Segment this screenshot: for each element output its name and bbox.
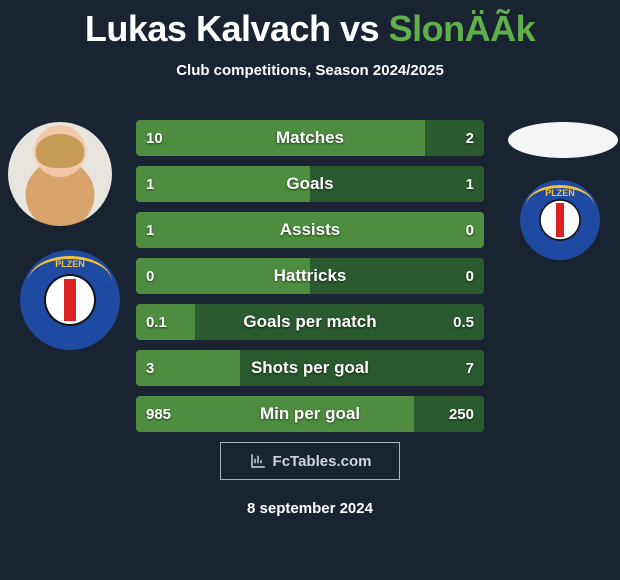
stat-label: Goals <box>136 166 484 202</box>
stat-row: 102Matches <box>136 120 484 156</box>
stats-comparison-bars: 102Matches 11Goals 10Assists 00Hattricks 0.1… <box>136 120 484 442</box>
subtitle: Club competitions, Season 2024/2025 <box>0 62 620 79</box>
stat-label: Goals per match <box>136 304 484 340</box>
player1-club-logo: PLZEN <box>20 250 120 350</box>
player2-club-logo: PLZEN <box>520 180 600 260</box>
stat-label: Assists <box>136 212 484 248</box>
stat-row: 10Assists <box>136 212 484 248</box>
player1-avatar <box>8 122 112 226</box>
viktoria-plzen-logo-icon: PLZEN <box>20 250 120 350</box>
vs-text: vs <box>331 8 389 49</box>
brand-text: FcTables.com <box>273 453 372 470</box>
stat-row: 00Hattricks <box>136 258 484 294</box>
generation-date: 8 september 2024 <box>0 500 620 517</box>
comparison-title: Lukas Kalvach vs SlonÄÃ­k <box>0 0 620 50</box>
player2-avatar-placeholder <box>508 122 618 158</box>
stat-label: Min per goal <box>136 396 484 432</box>
stat-row: 0.10.5Goals per match <box>136 304 484 340</box>
brand-attribution: FcTables.com <box>220 442 400 480</box>
stat-row: 985250Min per goal <box>136 396 484 432</box>
stat-row: 37Shots per goal <box>136 350 484 386</box>
stat-label: Matches <box>136 120 484 156</box>
player2-name: SlonÄÃ­k <box>389 8 536 49</box>
player1-name: Lukas Kalvach <box>85 8 331 49</box>
chart-icon <box>249 452 267 470</box>
stat-label: Hattricks <box>136 258 484 294</box>
stat-row: 11Goals <box>136 166 484 202</box>
stat-label: Shots per goal <box>136 350 484 386</box>
viktoria-plzen-logo-icon: PLZEN <box>520 180 600 260</box>
